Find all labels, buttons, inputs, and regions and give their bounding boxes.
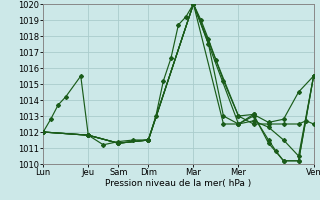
X-axis label: Pression niveau de la mer( hPa ): Pression niveau de la mer( hPa ) bbox=[105, 179, 252, 188]
